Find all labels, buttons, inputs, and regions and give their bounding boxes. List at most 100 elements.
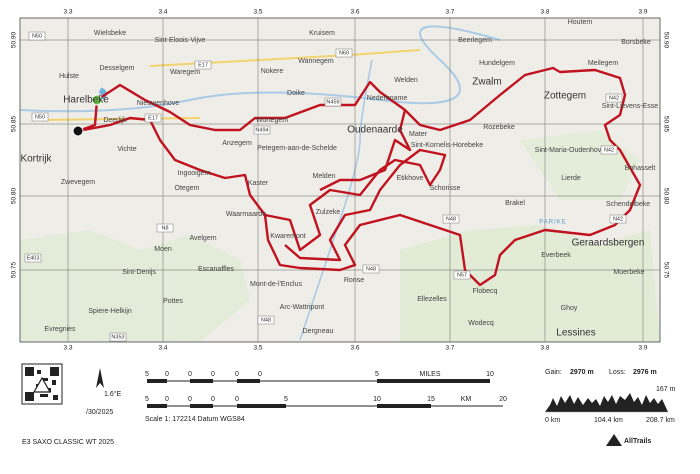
place-label: Schendelbeke bbox=[606, 201, 650, 208]
place-label: Zwalm bbox=[472, 77, 501, 88]
scale-label: 5 bbox=[145, 371, 149, 378]
scale-label: 5 bbox=[145, 396, 149, 403]
road-badge bbox=[335, 48, 353, 58]
road-badge bbox=[362, 264, 380, 274]
longitude-label: 3.9 bbox=[638, 345, 647, 352]
road-label: E17 bbox=[148, 115, 158, 121]
longitude-label: 3.4 bbox=[158, 9, 167, 16]
place-label: Arc-Wattripont bbox=[280, 304, 325, 311]
road-badge bbox=[609, 214, 627, 224]
place-label: Sint-Kornelis-Horebeke bbox=[411, 142, 483, 149]
place-label: Rozebeke bbox=[483, 124, 515, 131]
distance-label: 208.7 km bbox=[646, 417, 675, 424]
place-label: Zottegem bbox=[544, 91, 586, 102]
route-title: E3 SAXO CLASSIC WT 2025 bbox=[22, 439, 114, 446]
latitude-label: 50.80 bbox=[662, 188, 669, 205]
road-badge bbox=[194, 60, 212, 70]
latitude-label: 50.75 bbox=[662, 262, 669, 279]
place-label: Wielsbeke bbox=[94, 30, 126, 37]
road-label: N48 bbox=[261, 317, 271, 323]
scale-label: 0 bbox=[188, 371, 192, 378]
latitude-label: 50.85 bbox=[11, 115, 18, 132]
place-label: Anzegem bbox=[222, 140, 252, 147]
longitude-label: 3.3 bbox=[63, 9, 72, 16]
road-label: N57 bbox=[457, 272, 467, 278]
elevation-profile bbox=[545, 393, 668, 413]
place-label: Sint-Lievens-Esse bbox=[602, 103, 659, 110]
place-label: Sint-Denijs bbox=[122, 269, 156, 276]
place-label: Kaster bbox=[248, 180, 269, 187]
road-badge bbox=[600, 145, 618, 155]
grid: 3.3 3.3 3.4 3.4 3.5 3.5 3.6 3.6 3.7 3.7 3.8 3.8 3.9 3… bbox=[11, 9, 670, 352]
scale-label: 0 bbox=[165, 396, 169, 403]
place-label: Waregem bbox=[170, 69, 200, 76]
place-label: Beerlegem bbox=[458, 37, 492, 44]
place-label: Ghoy bbox=[561, 305, 578, 312]
place-label: Escanaffles bbox=[198, 266, 235, 273]
scale-label: 0 bbox=[235, 396, 239, 403]
place-label: Etikhove bbox=[397, 175, 424, 182]
place-label: Harelbeke bbox=[63, 95, 109, 106]
place-label: Kwaremont bbox=[270, 233, 305, 240]
place-label: Deerlijk bbox=[103, 117, 127, 124]
place-label: Wannegem bbox=[298, 58, 334, 65]
road-label: N459 bbox=[326, 99, 339, 105]
place-label: Bohasselt bbox=[625, 165, 656, 172]
scale-label: 10 bbox=[486, 371, 494, 378]
place-label: Pottes bbox=[163, 298, 183, 305]
place-label: Moerbeke bbox=[613, 269, 644, 276]
place-label: Evregnies bbox=[44, 326, 76, 333]
road-badge bbox=[156, 223, 174, 233]
gain-label: Gain: bbox=[545, 369, 562, 376]
place-label: Lierde bbox=[561, 175, 581, 182]
scale-label: 20 bbox=[499, 396, 507, 403]
scale-bars bbox=[147, 379, 503, 408]
place-label: Dergneau bbox=[303, 328, 334, 335]
place-label: Everbeek bbox=[541, 252, 571, 259]
place-label: Borsbeke bbox=[621, 39, 651, 46]
road-label: N50 bbox=[35, 114, 45, 120]
labels: Wielsbeke Sint-Eloois-Vijve Kruisem Beerleg… bbox=[20, 19, 659, 342]
road-badge bbox=[24, 253, 42, 263]
road-badge bbox=[324, 97, 342, 107]
longitude-label: 3.5 bbox=[253, 345, 262, 352]
place-label: Mont-de-l'Enclus bbox=[250, 281, 302, 288]
place-label: Lessines bbox=[556, 328, 595, 339]
scale-text: Scale 1: 172214 Datum WGS84 bbox=[145, 416, 245, 423]
road-badge bbox=[442, 214, 460, 224]
north-arrow bbox=[96, 368, 104, 388]
map-background bbox=[19, 17, 661, 343]
road-label: N60 bbox=[339, 50, 349, 56]
place-label: Nieuwenhove bbox=[137, 100, 180, 107]
gain-value: 2970 m bbox=[570, 369, 594, 376]
longitude-label: 3.3 bbox=[63, 345, 72, 352]
qr-code bbox=[21, 363, 63, 405]
longitude-label: 3.9 bbox=[638, 9, 647, 16]
scale-label: 15 bbox=[427, 396, 435, 403]
road-label: N42 bbox=[613, 216, 623, 222]
place-label: Desselgem bbox=[99, 65, 134, 72]
place-label: Geraardsbergen bbox=[572, 238, 645, 249]
route-line bbox=[319, 109, 412, 192]
longitude-label: 3.7 bbox=[445, 9, 454, 16]
finish-marker bbox=[72, 125, 84, 137]
place-label: Welden bbox=[394, 77, 418, 84]
place-label: Hulste bbox=[59, 73, 79, 80]
brand-name: AllTrails bbox=[624, 438, 651, 445]
scale-label: MILES bbox=[419, 371, 440, 378]
road-label: N42 bbox=[604, 147, 614, 153]
place-label: Moen bbox=[154, 246, 172, 253]
place-label: Doike bbox=[287, 90, 305, 97]
north-declination: 1.6°E bbox=[104, 390, 122, 398]
scale-label: 5 bbox=[284, 396, 288, 403]
longitude-label: 3.8 bbox=[540, 345, 549, 352]
place-label: Ronse bbox=[344, 277, 364, 284]
place-label: Zulzeke bbox=[316, 209, 341, 216]
road-label: N353 bbox=[111, 334, 124, 340]
place-label: Brakel bbox=[505, 200, 525, 207]
latitude-label: 50.90 bbox=[11, 31, 18, 48]
place-label: Petegem-aan-de-Schelde bbox=[257, 145, 337, 152]
scale-label: 10 bbox=[373, 396, 381, 403]
longitude-label: 3.5 bbox=[253, 9, 262, 16]
road-badge bbox=[605, 93, 623, 103]
